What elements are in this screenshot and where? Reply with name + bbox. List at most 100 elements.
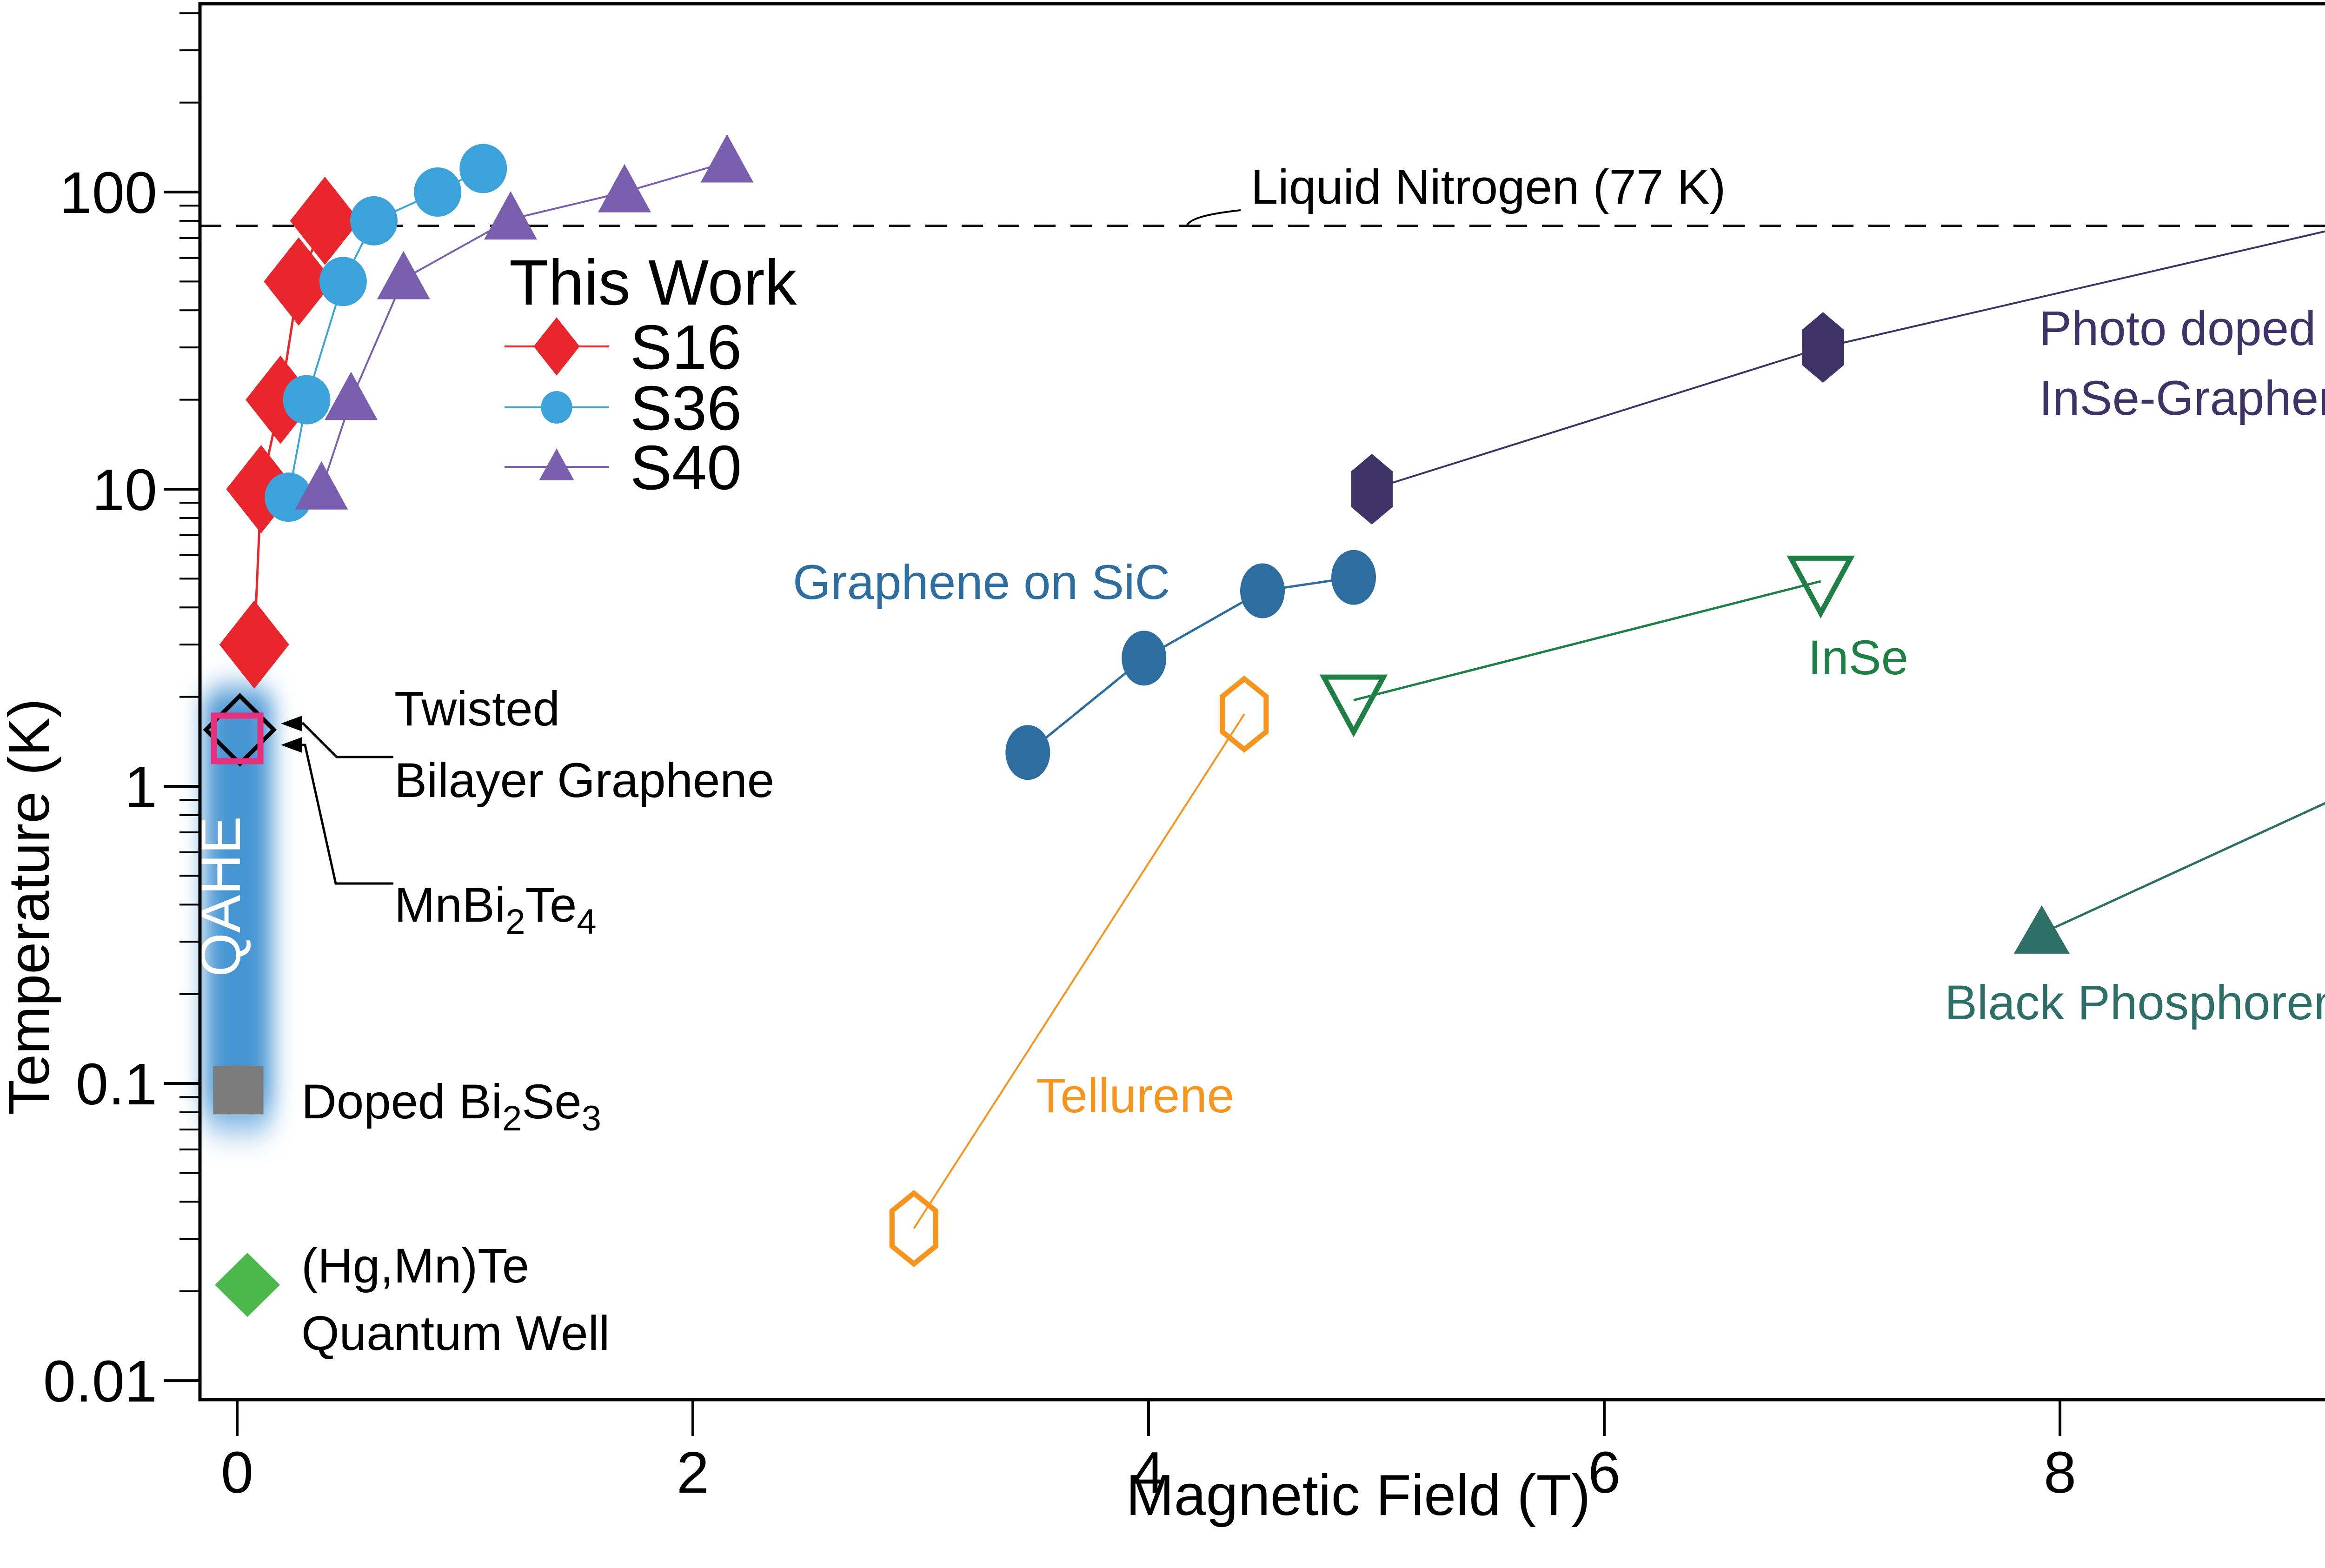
y-tick-label-100: 100	[60, 160, 157, 226]
data-point-square	[213, 1066, 264, 1115]
data-point-diamond	[290, 176, 360, 265]
doped-bi2se3-label: Doped Bi2Se3	[301, 1075, 601, 1138]
legend-row-s36: S36	[505, 373, 742, 443]
data-point-ellipse	[414, 167, 462, 217]
legend-label-s36: S36	[630, 373, 742, 443]
series-tellurene	[889, 675, 1269, 1268]
legend-marker-s36	[541, 391, 572, 424]
mnbi2te4-label-seg-1: 2	[505, 902, 525, 942]
data-point-triangle-up	[484, 191, 538, 240]
mnbi2te4-label-seg-2: Te	[525, 878, 577, 932]
x-tick-label-6: 6	[1588, 1440, 1621, 1505]
graphene-sic-label: Graphene on SiC	[793, 555, 1170, 610]
series-line-black-phosphorene	[2041, 802, 2325, 935]
twisted-bilayer-label-line-0: Twisted	[394, 682, 560, 736]
photo-doped-label-line-0: Photo doped	[2039, 301, 2316, 356]
y-tick-label-0.1: 0.1	[76, 1051, 157, 1117]
legend-label-s40: S40	[630, 432, 742, 503]
mnbi2te4-label-seg-0: MnBi	[394, 878, 505, 932]
liquid-nitrogen-leader	[1186, 209, 1241, 226]
series-line-graphene-on-sic	[1027, 576, 1354, 754]
data-point-hexagon	[1802, 312, 1844, 383]
data-point-diamond	[219, 600, 289, 689]
x-tick-label-8: 8	[2044, 1440, 2076, 1505]
series-line-inse	[1353, 580, 1821, 702]
data-point-diamond	[264, 237, 334, 326]
data-point-triangle-up	[598, 164, 651, 213]
series-s16	[219, 176, 360, 689]
x-axis-title: Magnetic Field (T)	[1126, 1463, 1590, 1528]
twisted-bilayer-arrow	[281, 716, 393, 758]
data-point-triangle-up	[700, 134, 754, 183]
data-point-triangle-up	[325, 372, 378, 420]
legend-title: This Work	[509, 247, 797, 319]
legend-row-s40: S40	[505, 432, 742, 503]
mnbi2te4-label: MnBi2Te4	[394, 878, 597, 942]
data-point-hexagon	[1220, 675, 1269, 753]
x-tick-label-4: 4	[1132, 1440, 1165, 1505]
data-point-ellipse	[459, 144, 507, 193]
data-point-ellipse	[1331, 550, 1376, 605]
series-s40	[295, 134, 754, 510]
series-doped-bi2se3	[213, 1066, 264, 1115]
legend-row-s16: S16	[505, 312, 742, 382]
twisted-bilayer-label-line-1: Bilayer Graphene	[394, 753, 774, 808]
legend-marker-s16	[533, 317, 580, 376]
data-point-ellipse	[1240, 563, 1285, 618]
series-mnbi2te4	[211, 712, 264, 764]
series-inse	[1319, 555, 1855, 737]
twisted-bilayer-arrow-head	[281, 716, 302, 731]
series-graphene-on-sic	[1005, 550, 1376, 780]
doped-bi2se3-label-seg-3: 3	[582, 1099, 601, 1138]
mnbi2te4-arrow-line	[285, 744, 393, 885]
liquid-nitrogen-leader-line	[1186, 209, 1241, 226]
plot-frame	[198, 2, 2325, 1402]
x-tick-label-2: 2	[677, 1440, 709, 1505]
data-point-ellipse	[1122, 631, 1167, 686]
doped-bi2se3-label-seg-1: 2	[502, 1099, 522, 1138]
hgmnte-label-line-1: Quantum Well	[301, 1306, 610, 1361]
data-point-square	[211, 712, 264, 764]
data-point-triangle-up	[295, 461, 348, 510]
legend-label-s16: S16	[630, 312, 742, 382]
data-point-triangle-down	[1319, 674, 1388, 737]
x-tick-label-0: 0	[221, 1440, 253, 1505]
doped-bi2se3-label-seg-2: Se	[522, 1075, 581, 1129]
annotations: Liquid Nitrogen (77 K) Photo doped InSe-Gr…	[301, 160, 2325, 1361]
data-point-hexagon	[1351, 454, 1393, 525]
tellurene-label: Tellurene	[1036, 1069, 1234, 1123]
liquid-nitrogen-label: Liquid Nitrogen (77 K)	[1251, 160, 1726, 214]
y-tick-label-0.01: 0.01	[43, 1349, 157, 1414]
series-black-phosphorene	[2013, 905, 2070, 954]
y-tick-label-1: 1	[125, 754, 157, 820]
data-point-ellipse	[319, 257, 367, 306]
series--hg-mn-te-quantum-well	[215, 1253, 280, 1317]
mnbi2te4-label-seg-3: 4	[577, 902, 596, 942]
hgmnte-label-line-0: (Hg,Mn)Te	[301, 1239, 529, 1293]
photo-doped-label-line-1: InSe-Graphene	[2039, 371, 2325, 425]
data-point-ellipse	[283, 375, 331, 425]
qahe-label: QAHE	[189, 816, 252, 977]
y-axis-title: Temperature (K)	[0, 698, 61, 1115]
data-point-hexagon	[889, 1189, 938, 1268]
data-point-triangle-down	[1787, 555, 1855, 618]
series-s36	[265, 144, 507, 522]
y-tick-label-10: 10	[92, 457, 157, 523]
mnbi2te4-arrow	[281, 737, 393, 885]
data-point-ellipse	[1005, 725, 1050, 780]
series-lines	[253, 161, 2325, 1229]
data-point-triangle-up	[377, 251, 430, 299]
qahe-glow-band	[205, 672, 272, 1151]
data-point-diamond	[215, 1253, 280, 1317]
doped-bi2se3-label-seg-0: Doped Bi	[301, 1075, 502, 1129]
legend-marker-s40	[539, 448, 574, 480]
series-photo-doped-inse-graphene	[1351, 312, 1844, 525]
black-phosphorene-label: Black Phosphorene	[1945, 976, 2325, 1030]
inse-label: InSe	[1808, 631, 1908, 685]
mnbi2te4-arrow-head	[281, 737, 302, 753]
data-point-triangle-up	[2013, 905, 2070, 954]
